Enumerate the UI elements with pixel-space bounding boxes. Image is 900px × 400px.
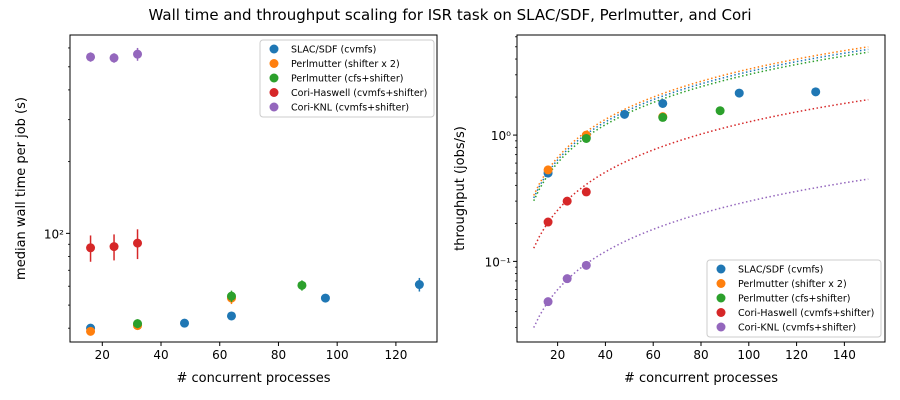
legend-marker [716, 264, 726, 274]
data-point-cori-knl-cvmfs-shifter [581, 260, 591, 270]
legend-label: Cori-Haswell (cvmfs+shifter) [738, 308, 874, 319]
x-tick-label: 60 [212, 348, 227, 362]
data-point-cori-knl-cvmfs-shifter [109, 53, 119, 63]
legend-label: Perlmutter (cfs+shifter) [291, 74, 403, 85]
data-point-slac-sdf-cvmfs [734, 88, 744, 98]
y-axis-label: throughput (jobs/s) [453, 126, 468, 251]
data-point-perlmutter-cfs-shifter [581, 133, 591, 143]
legend-label: Cori-KNL (cvmfs+shifter) [291, 103, 409, 114]
x-tick-label: 60 [646, 348, 661, 362]
data-point-slac-sdf-cvmfs [620, 109, 630, 119]
data-point-perlmutter-shifter-x-2 [86, 326, 96, 336]
legend-marker [269, 102, 279, 112]
y-tick-label: 10² [44, 227, 64, 241]
legend-box [259, 39, 435, 118]
legend-marker [269, 88, 279, 97]
x-tick-label: 40 [153, 348, 168, 362]
legend-marker [269, 44, 279, 54]
y-tick-label: 10⁰ [491, 129, 511, 143]
data-point-cori-knl-cvmfs-shifter [562, 274, 572, 284]
data-point-cori-haswell-cvmfs-shifter [133, 238, 143, 248]
data-point-perlmutter-shifter-x-2 [543, 165, 553, 175]
y-axis-label: median wall time per job (s) [14, 97, 29, 280]
legend-box [706, 259, 882, 338]
data-point-perlmutter-cfs-shifter [226, 291, 236, 301]
fit-line-perlmutter-shifter-x-2 [533, 46, 869, 196]
legend-label: Perlmutter (shifter x 2) [291, 59, 400, 70]
legend-label: Cori-Haswell (cvmfs+shifter) [291, 88, 427, 99]
legend-marker [716, 279, 726, 288]
plot-frame [69, 34, 438, 343]
x-tick-label: 100 [737, 348, 760, 362]
data-point-slac-sdf-cvmfs [658, 98, 668, 108]
fit-line-cori-haswell-cvmfs-shifter [533, 98, 869, 249]
x-tick-label: 120 [785, 348, 808, 362]
data-point-slac-sdf-cvmfs [180, 318, 190, 328]
legend-marker [716, 293, 726, 303]
data-point-cori-knl-cvmfs-shifter [133, 49, 143, 59]
legend-marker [269, 59, 279, 68]
data-point-slac-sdf-cvmfs [226, 311, 236, 321]
legend-label: SLAC/SDF (cvmfs) [291, 45, 376, 56]
data-point-perlmutter-cfs-shifter [715, 106, 725, 116]
figure-title: Wall time and throughput scaling for ISR… [149, 6, 752, 24]
fit-line-slac-sdf-cvmfs [533, 48, 869, 199]
data-point-perlmutter-cfs-shifter [658, 112, 668, 122]
x-axis-label: # concurrent processes [624, 371, 778, 386]
x-tick-label: 80 [271, 348, 286, 362]
x-tick-label: 40 [598, 348, 613, 362]
x-axis-label: # concurrent processes [176, 371, 330, 386]
data-point-slac-sdf-cvmfs [320, 293, 330, 303]
data-point-cori-haswell-cvmfs-shifter [543, 217, 553, 227]
legend-marker [716, 322, 726, 332]
data-point-perlmutter-cfs-shifter [297, 280, 307, 290]
data-point-cori-knl-cvmfs-shifter [543, 297, 553, 307]
x-tick-label: 100 [326, 348, 349, 362]
data-point-cori-haswell-cvmfs-shifter [581, 187, 591, 197]
data-point-cori-knl-cvmfs-shifter [86, 52, 96, 62]
legend-marker [269, 73, 279, 83]
x-tick-label: 140 [833, 348, 856, 362]
x-tick-label: 80 [693, 348, 708, 362]
y-tick-label: 10⁻¹ [485, 255, 512, 269]
legend-label: Perlmutter (shifter x 2) [738, 279, 847, 290]
legend-label: Cori-KNL (cvmfs+shifter) [738, 323, 856, 334]
x-tick-label: 20 [550, 348, 565, 362]
legend-label: SLAC/SDF (cvmfs) [738, 265, 823, 276]
data-point-slac-sdf-cvmfs [414, 280, 424, 290]
data-point-slac-sdf-cvmfs [811, 87, 821, 97]
data-point-cori-haswell-cvmfs-shifter [109, 242, 119, 252]
data-point-cori-haswell-cvmfs-shifter [562, 196, 572, 206]
legend-marker [716, 308, 726, 317]
legend-label: Perlmutter (cfs+shifter) [738, 294, 850, 305]
x-tick-label: 20 [95, 348, 110, 362]
throughput-plot: 20 40 60 80 100 120 140 10⁻¹ 10⁰ # concurrent pro… [453, 34, 886, 386]
data-point-cori-haswell-cvmfs-shifter [86, 243, 96, 253]
data-point-perlmutter-cfs-shifter [133, 319, 143, 329]
x-tick-label: 120 [384, 348, 407, 362]
wall-time-plot: 20 40 60 80 100 120 10² # concurrent processes m… [14, 34, 438, 386]
fit-line-perlmutter-cfs-shifter [533, 51, 869, 202]
